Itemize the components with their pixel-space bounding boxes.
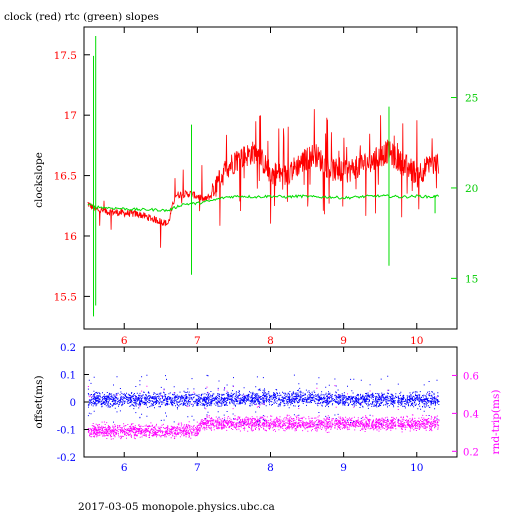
offset-xtick-label: 10 <box>410 462 423 474</box>
offset-panel: offset(ms) rnd-trip(ms) 6 7 8 9 10 -0.2 -0.1 0 0… <box>33 343 502 474</box>
slope-y2tick-label: 20 <box>465 183 478 195</box>
offset-xtick-label: 7 <box>194 462 201 474</box>
rtc-slope-line <box>87 194 440 213</box>
offset-ylabel: offset(ms) <box>33 375 45 428</box>
offset-ytick-label: -0.1 <box>57 426 76 437</box>
offset-ytick-label: -0.2 <box>57 453 76 464</box>
slope-ytick-label: 17.5 <box>54 50 77 62</box>
offset-xtick-label: 6 <box>121 462 128 474</box>
clock-slope-line <box>87 109 440 248</box>
offset-xtick-label: 8 <box>267 462 274 474</box>
slope-xtick-label: 9 <box>340 335 347 347</box>
rndtrip-ytick-label: 0.6 <box>463 371 479 382</box>
offset-points <box>87 374 440 425</box>
rndtrip-ylabel: rnd-trip(ms) <box>490 390 502 455</box>
slope-marks: 6 7 8 9 10 15.5 16 16.5 17 17.5 15 20 25 <box>54 27 478 347</box>
rndtrip-ytick-label: 0.4 <box>463 409 479 420</box>
offset-xtick-label: 9 <box>340 462 347 474</box>
slope-xtick-label: 10 <box>410 335 423 347</box>
rndtrip-ytick-label: 0.2 <box>463 447 479 458</box>
slope-y2tick-label: 25 <box>465 93 478 105</box>
page-footer: 2017-03-05 monopole.physics.ubc.ca <box>78 501 275 512</box>
slope-xtick-label: 8 <box>267 335 274 347</box>
offset-ytick-label: 0.1 <box>60 371 76 382</box>
slope-y2tick-label: 15 <box>465 273 478 285</box>
slope-ytick-label: 15.5 <box>54 291 77 303</box>
slope-ytick-label: 16 <box>64 231 78 243</box>
offset-ytick-label: 0 <box>70 398 76 409</box>
slope-ylabel: clockslope <box>33 152 45 208</box>
slope-xtick-label: 6 <box>121 335 128 347</box>
offset-marks: 6 7 8 9 10 -0.2 -0.1 0 0.1 0.2 0.2 0.4 0.6 <box>57 343 479 474</box>
offset-ytick-label: 0.2 <box>60 343 76 354</box>
page-title: clock (red) rtc (green) slopes <box>4 11 159 23</box>
slope-ytick-label: 17 <box>64 110 77 122</box>
slope-ytick-label: 16.5 <box>54 171 77 183</box>
slope-panel: clockslope 6 7 8 9 10 15.5 16 16.5 17 17.5 15 20 25 <box>33 26 478 347</box>
slope-xtick-label: 7 <box>194 335 201 347</box>
rndtrip-points <box>87 385 440 440</box>
